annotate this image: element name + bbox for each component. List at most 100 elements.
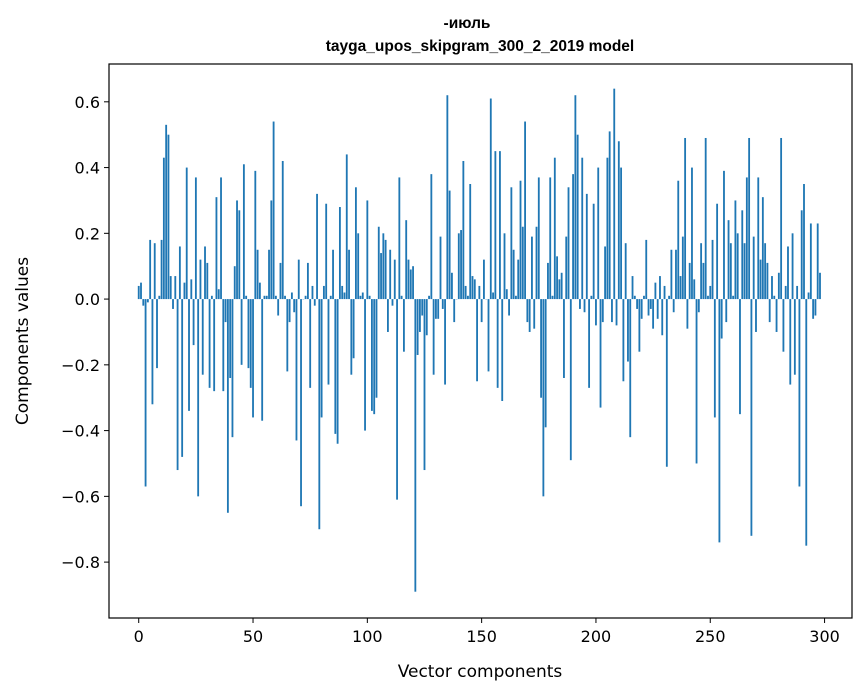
bar: [716, 203, 719, 300]
bar: [606, 157, 609, 300]
bar: [720, 299, 723, 339]
bar: [473, 279, 476, 300]
bar: [515, 295, 517, 300]
bar: [729, 243, 732, 300]
bar: [697, 299, 700, 313]
y-tick-label: −0.6: [61, 487, 100, 506]
bar: [761, 197, 764, 300]
x-axis-ticks: 0 50 100 150 200 250 300: [134, 618, 840, 646]
bar: [780, 137, 783, 300]
bar: [757, 177, 760, 300]
bar: [192, 299, 195, 346]
bar: [819, 272, 821, 300]
bar: [739, 299, 741, 415]
bar: [638, 299, 641, 352]
bar: [567, 187, 570, 300]
bar: [354, 187, 357, 300]
bar: [387, 299, 389, 332]
bar: [807, 292, 810, 300]
bar: [572, 174, 574, 300]
bar: [233, 266, 236, 300]
bar: [672, 299, 675, 313]
bar: [176, 299, 179, 471]
bar: [814, 299, 817, 316]
bar: [773, 295, 776, 300]
bar: [158, 295, 161, 300]
bar: [675, 249, 677, 300]
bar: [798, 299, 801, 487]
bar: [428, 295, 430, 300]
bar: [190, 279, 193, 300]
bar: [316, 193, 318, 300]
bar: [528, 299, 531, 332]
bar: [178, 246, 181, 300]
bar: [519, 180, 522, 300]
bar: [300, 299, 302, 507]
bar: [581, 157, 584, 300]
bar: [247, 299, 250, 369]
bar: [357, 233, 360, 300]
bar: [151, 299, 154, 405]
bar: [478, 285, 481, 300]
bar: [194, 177, 197, 300]
bar: [510, 187, 513, 300]
bar: [226, 299, 229, 513]
bar: [501, 299, 504, 401]
bar-series: [137, 88, 821, 592]
bar: [453, 299, 456, 323]
bar: [437, 299, 440, 319]
bar: [309, 299, 312, 388]
bar: [403, 299, 405, 352]
bar: [199, 259, 202, 300]
x-tick-label: 100: [352, 627, 383, 646]
bar: [265, 295, 268, 300]
bar: [677, 180, 680, 300]
bar: [204, 246, 206, 300]
bar: [512, 249, 515, 300]
bar: [297, 259, 300, 300]
bar: [451, 272, 453, 300]
bar: [348, 249, 350, 300]
bar: [558, 279, 561, 300]
bar: [684, 137, 687, 300]
bar: [290, 292, 293, 300]
bar: [483, 259, 485, 300]
bar: [322, 285, 325, 300]
bar: [370, 299, 373, 411]
bar: [384, 239, 387, 300]
bar: [162, 157, 165, 300]
bar: [663, 285, 666, 300]
bar: [645, 239, 648, 300]
bar: [793, 299, 796, 375]
bar: [563, 299, 565, 378]
bar: [654, 282, 657, 300]
bar: [393, 259, 396, 300]
bar: [768, 299, 771, 323]
x-tick-label: 150: [466, 627, 497, 646]
bar: [272, 121, 275, 300]
bar: [476, 299, 478, 382]
bar: [718, 299, 721, 543]
bar: [611, 299, 613, 323]
bar: [286, 299, 289, 372]
bar: [311, 285, 314, 300]
x-axis-label: Vector components: [398, 662, 563, 682]
bar: [169, 276, 172, 300]
bar: [261, 299, 264, 421]
bar: [222, 299, 225, 392]
bar: [464, 285, 467, 300]
bar: [197, 299, 200, 497]
bar: [569, 299, 572, 461]
bar: [256, 249, 259, 300]
bar: [373, 299, 376, 415]
bar: [787, 246, 789, 300]
bar: [649, 299, 652, 309]
bar: [777, 272, 780, 300]
bar: [652, 299, 655, 329]
bar: [702, 262, 705, 300]
bar: [668, 295, 671, 300]
bar: [400, 295, 403, 300]
bar: [398, 177, 401, 300]
chart-title-line2: tayga_upos_skipgram_300_2_2019 model: [326, 38, 634, 55]
bar: [284, 295, 286, 300]
